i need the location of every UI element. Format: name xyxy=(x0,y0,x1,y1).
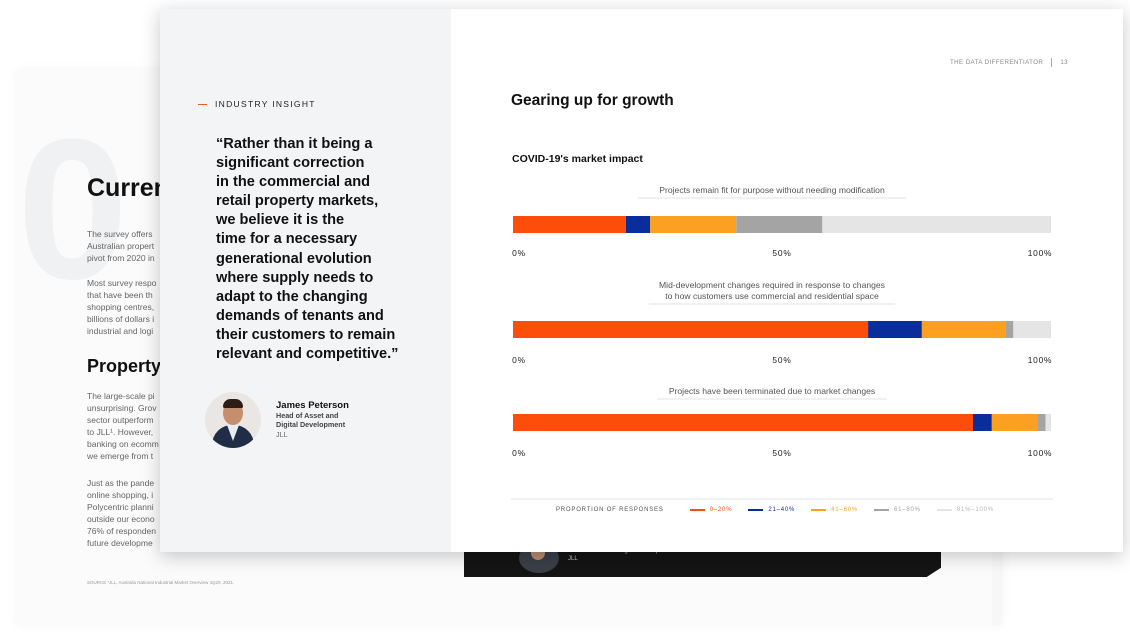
chart-legend: PROPORTION OF RESPONSES 0–20% 21–40% 41–60… xyxy=(556,507,1010,513)
person-organization: JLL xyxy=(276,430,288,439)
tick-label: 0% xyxy=(512,355,526,365)
background-paragraph-4: Just as the pande online shopping, i Pol… xyxy=(87,478,156,548)
bar-segment xyxy=(513,414,973,431)
quote-line: “Rather than it being a xyxy=(216,136,373,152)
category-label: to how customers use commercial and resi… xyxy=(665,291,879,301)
bar-segment xyxy=(736,216,823,233)
quote-line: retail property markets, xyxy=(216,193,379,210)
quote-line: relevant and competitive.” xyxy=(216,346,399,363)
legend-item: 21–40% xyxy=(748,507,795,513)
person-role: Head of Asset and Digital Development xyxy=(276,411,346,429)
background-heading: Curren xyxy=(87,174,169,202)
tick-label: 50% xyxy=(772,355,791,365)
pull-quote: “Rather than it being a significant corr… xyxy=(216,135,426,364)
category-label: Projects remain fit for purpose without … xyxy=(659,185,885,195)
market-impact-chart: Projects remain fit for purpose without … xyxy=(511,185,1053,500)
quote-line: where supply needs to xyxy=(216,269,374,286)
page-header: THE DATA DIFFERENTIATOR 13 xyxy=(950,58,1068,67)
bar-segment xyxy=(650,216,737,233)
background-source-note: SOURCE ¹JLL, Australia National Industri… xyxy=(87,580,235,585)
legend-label: 81%–100% xyxy=(956,507,994,513)
bar-segment xyxy=(991,414,1038,431)
quote-line: significant correction xyxy=(216,155,365,172)
front-page-spread: INDUSTRY INSIGHT “Rather than it being a… xyxy=(160,9,1123,552)
tick-label: 50% xyxy=(772,248,791,258)
legend-swatch xyxy=(936,508,952,512)
legend-item: 41–60% xyxy=(811,507,858,513)
bar-segment xyxy=(972,414,992,431)
category-label: Mid-development changes required in resp… xyxy=(659,280,885,290)
bar-segment xyxy=(513,216,626,233)
legend-label: 41–60% xyxy=(831,507,858,513)
quote-line: demands of tenants and xyxy=(216,307,384,324)
section-title: Gearing up for growth xyxy=(511,92,674,109)
quote-line: their customers to remain xyxy=(216,326,396,343)
page-number: 13 xyxy=(1060,59,1068,66)
bar-segment xyxy=(1037,414,1046,431)
legend-swatch xyxy=(689,508,705,512)
bar-segment xyxy=(1013,321,1051,338)
industry-insight-label: INDUSTRY INSIGHT xyxy=(198,99,316,109)
category-label: Projects have been terminated due to mar… xyxy=(669,386,875,396)
person-avatar xyxy=(205,392,261,448)
tick-label: 50% xyxy=(772,448,791,458)
quote-line: adapt to the changing xyxy=(216,288,368,305)
legend-item: 81%–100% xyxy=(936,507,994,513)
legend-label: 61–80% xyxy=(893,507,921,513)
legend-title: PROPORTION OF RESPONSES xyxy=(556,507,664,513)
person-name: James Peterson xyxy=(276,400,349,411)
chart-title: COVID-19's market impact xyxy=(512,153,643,165)
bar-segment xyxy=(822,216,1051,233)
background-paragraph-3: The large-scale pi unsurprising. Grov se… xyxy=(87,391,159,461)
background-big-number: 0 xyxy=(17,98,128,321)
bar-segment xyxy=(921,321,1006,338)
background-subheading: Property xyxy=(87,356,162,376)
header-divider xyxy=(1051,58,1053,67)
insight-panel xyxy=(160,9,451,552)
dark-card-org: JLL xyxy=(568,556,578,562)
bar-segment xyxy=(625,216,651,233)
bar-segment xyxy=(868,321,922,338)
tick-label: 100% xyxy=(1028,448,1053,458)
tick-label: 100% xyxy=(1028,355,1053,365)
background-paragraph-1: The survey offers Australian propert piv… xyxy=(87,229,155,263)
legend-swatch xyxy=(748,508,764,512)
bar-segment xyxy=(513,321,869,338)
quote-line: we believe it is the xyxy=(216,212,345,229)
background-paragraph-2: Most survey respo that have been th shop… xyxy=(87,278,157,336)
quote-line: in the commercial and xyxy=(216,174,371,191)
tick-label: 0% xyxy=(512,248,526,258)
legend-label: 21–40% xyxy=(768,507,796,513)
legend-label: 0–20% xyxy=(709,507,733,513)
bar-segment xyxy=(1045,414,1051,431)
legend-item: 0–20% xyxy=(689,507,733,513)
legend-item: 61–80% xyxy=(873,507,921,513)
insight-label-text: INDUSTRY INSIGHT xyxy=(215,99,316,109)
tick-label: 100% xyxy=(1028,248,1053,258)
tick-label: 0% xyxy=(512,448,526,458)
quote-line: generational evolution xyxy=(216,250,372,267)
quote-line: time for a necessary xyxy=(216,231,358,248)
accent-dash xyxy=(198,103,207,105)
bar-segment xyxy=(1005,321,1014,338)
legend-swatch xyxy=(873,508,889,512)
legend-swatch xyxy=(811,508,827,512)
publication-title: THE DATA DIFFERENTIATOR xyxy=(950,59,1044,66)
